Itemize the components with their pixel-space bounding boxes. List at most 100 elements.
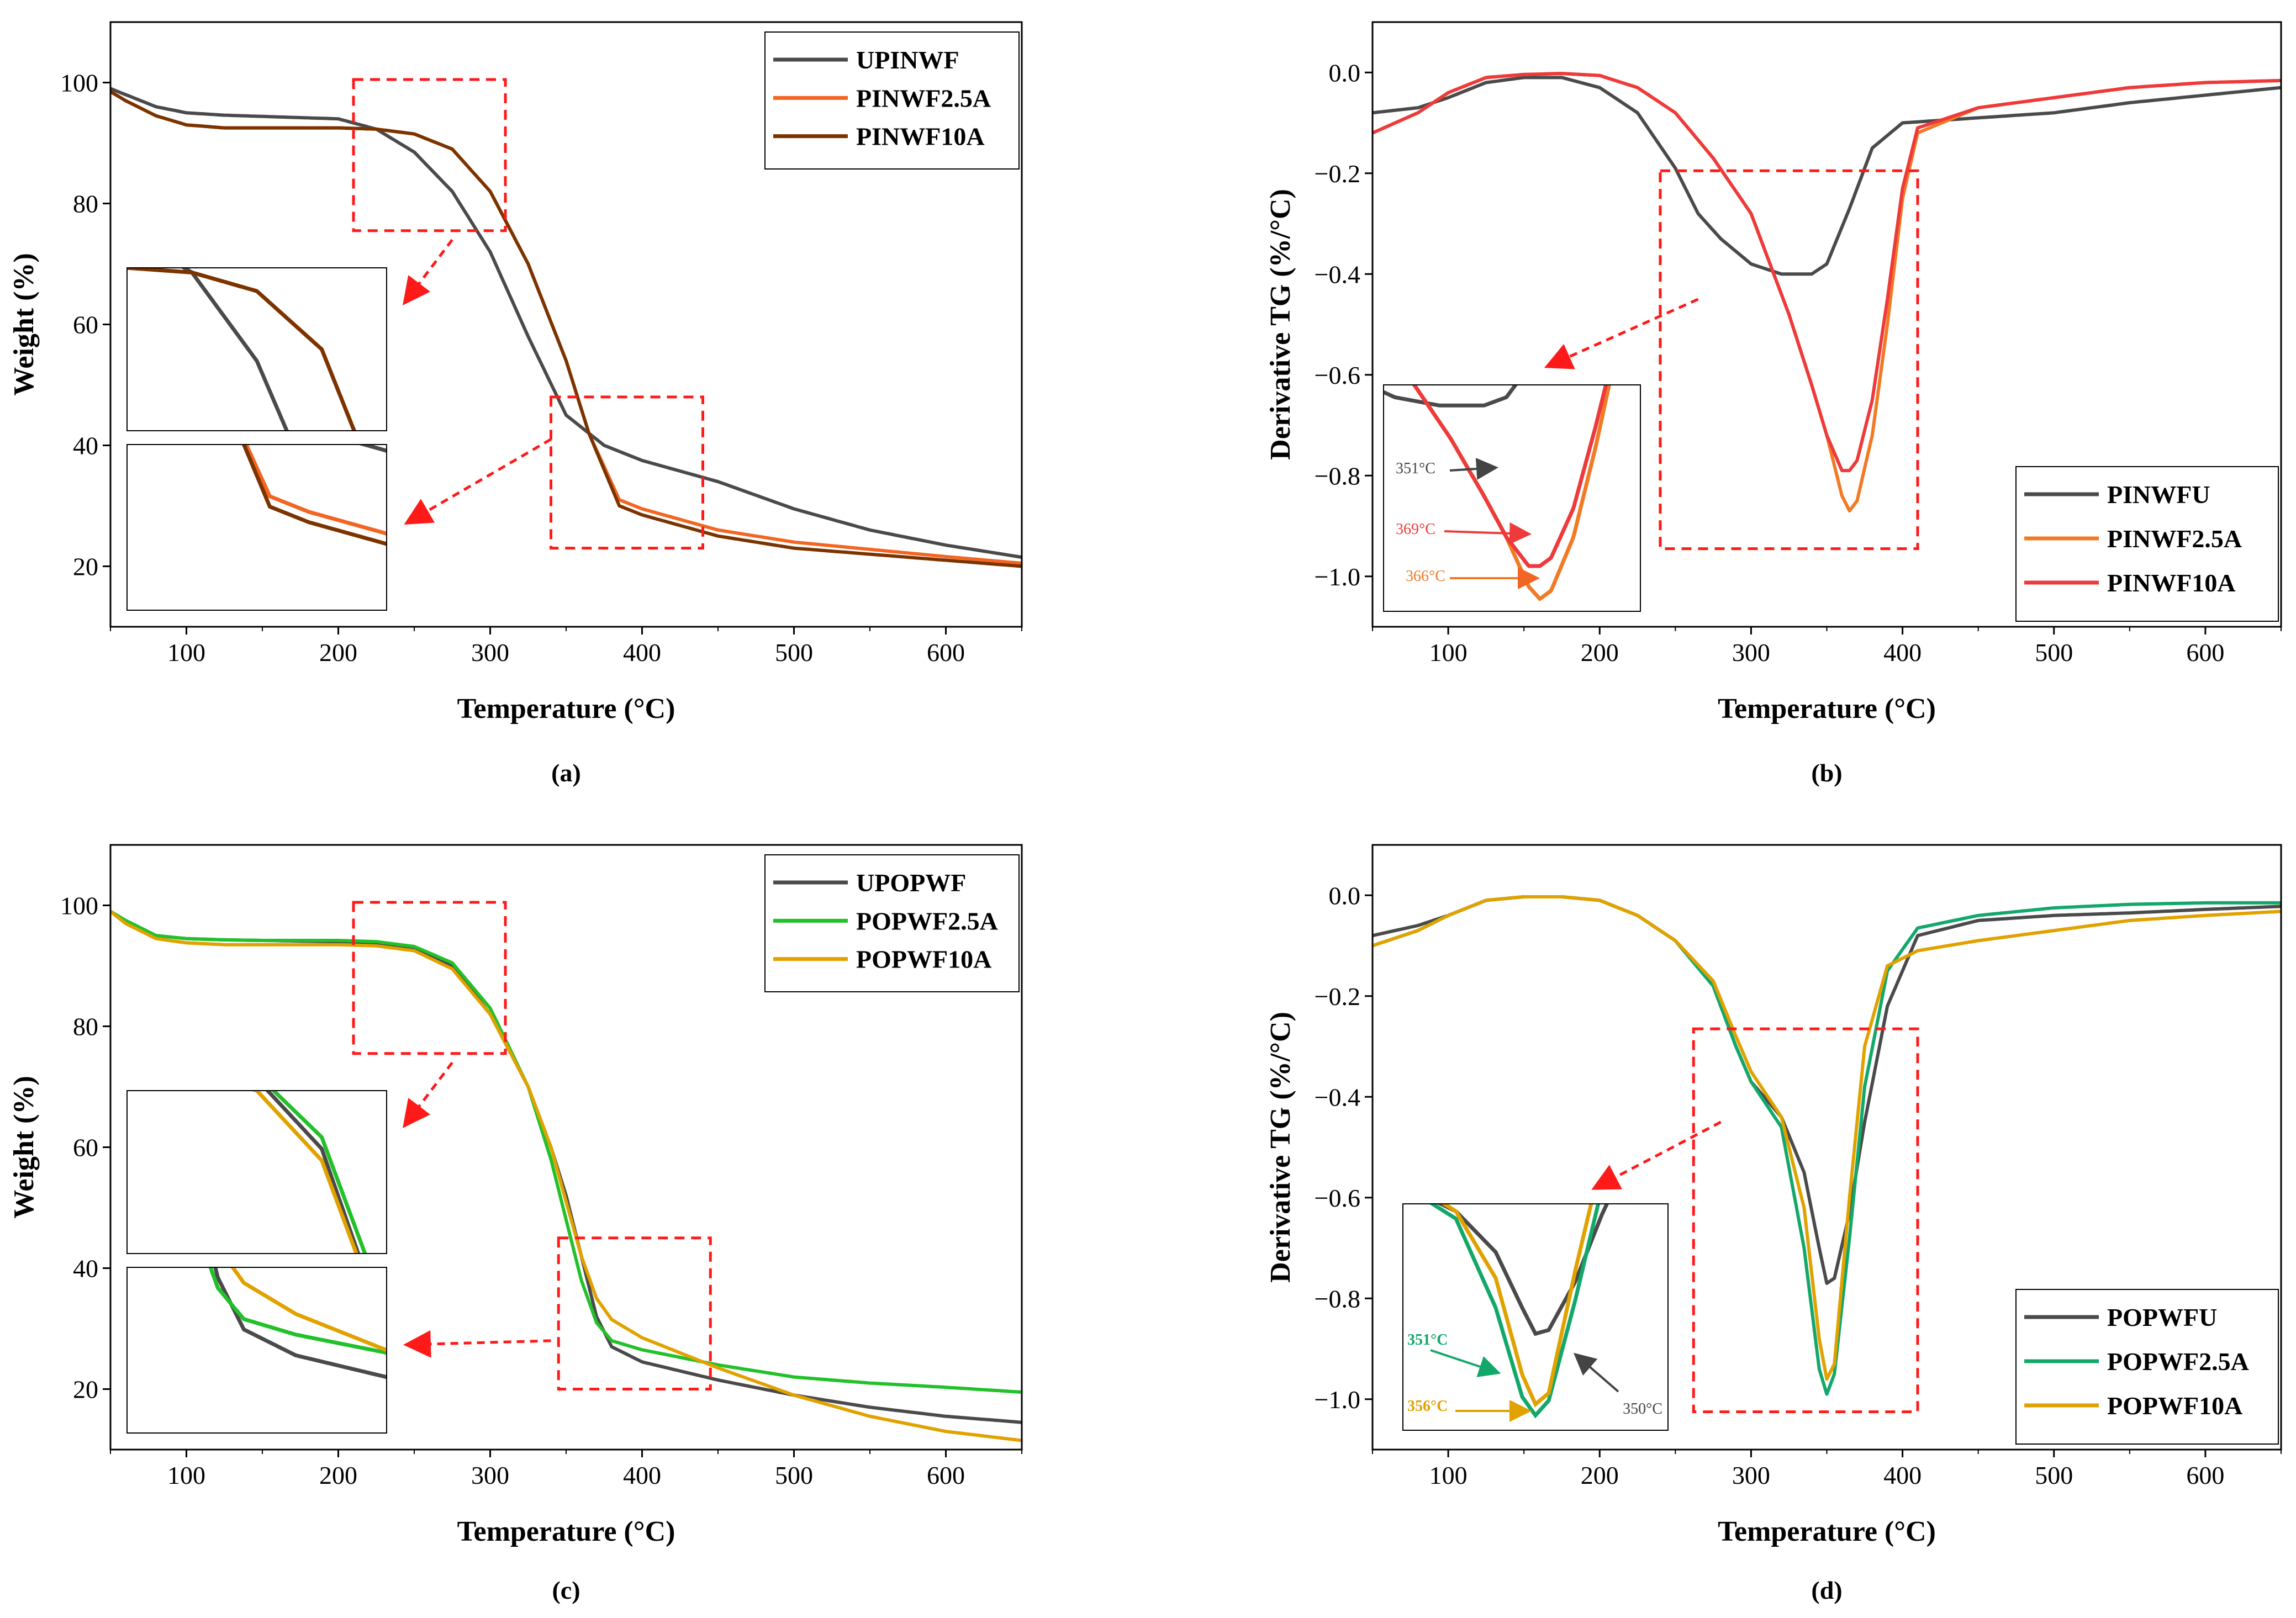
y-tick-label: −0.6 — [1315, 361, 1360, 389]
x-tick-label: 500 — [775, 1461, 813, 1489]
inset-series-group — [241, 445, 387, 546]
y-tick-label: 80 — [73, 190, 98, 218]
y-axis-title: Weight (%) — [8, 1076, 40, 1219]
series-line-POPWF2.5A — [110, 910, 1022, 1394]
inset-bg — [1403, 1204, 1668, 1430]
series-group — [110, 910, 1022, 1442]
inset-line-POPWF2.5A — [1428, 1204, 1601, 1419]
legend-label: POPWF10A — [2107, 1392, 2242, 1420]
inset-line-UPOPWF — [213, 1267, 387, 1379]
x-tick-label: 100 — [167, 638, 205, 667]
callout-arrow — [402, 1061, 453, 1128]
y-tick-label: −1.0 — [1315, 563, 1360, 591]
chart-panel-a: 100 200 300 400 500 600 20 40 60 80 100 Temperature… — [8, 21, 1023, 787]
inset-plot — [126, 1267, 387, 1434]
inset-frame — [126, 444, 387, 611]
callout-arrow — [403, 1330, 551, 1358]
peak-label: 366°C — [1406, 568, 1445, 585]
x-tick-label: 200 — [1581, 1461, 1619, 1489]
x-tick-label: 200 — [319, 638, 357, 667]
y-axis-title: Derivative TG (%/°C) — [1265, 1012, 1296, 1283]
x-axis-title: Temperature (°C) — [457, 1516, 675, 1547]
legend-label: PINWF10A — [856, 123, 985, 151]
y-tick-label: 100 — [60, 892, 98, 920]
y-tick-label: −0.4 — [1315, 260, 1360, 288]
peak-label: 351°C — [1407, 1331, 1448, 1349]
y-tick-label: −0.4 — [1315, 1083, 1360, 1111]
legend: PINWFU PINWF2.5A PINWF10A — [2015, 466, 2279, 622]
highlight-box — [1692, 1027, 1919, 1414]
series-line-PINWF10A — [110, 90, 1022, 568]
y-tick-label: 80 — [73, 1013, 98, 1041]
inset-line-POPWF10A — [1440, 1204, 1593, 1408]
inset-line-POPWF2.5A — [271, 1091, 367, 1254]
x-tick-label: 100 — [1429, 638, 1468, 667]
inset-line-UPOPWF — [265, 1091, 361, 1254]
legend-box — [764, 31, 1020, 170]
panel-label: (b) — [1811, 759, 1842, 787]
x-tick-label: 300 — [471, 638, 509, 667]
y-axis-title: Weight (%) — [8, 253, 40, 396]
x-tick-label: 600 — [2186, 638, 2224, 667]
legend-label: UPINWF — [856, 46, 959, 74]
panel-label: (a) — [551, 759, 581, 787]
y-tick-label: 20 — [73, 553, 98, 581]
inset-line-PINWF10A — [127, 268, 357, 431]
inset-plot — [126, 444, 387, 611]
peak-arrow — [1573, 1352, 1619, 1393]
peak-arrow — [1430, 1349, 1501, 1377]
inset-series-group — [1428, 1204, 1609, 1419]
inset-line-PINWF2.5A — [244, 445, 387, 536]
y-tick-label: 40 — [73, 1255, 98, 1283]
inset-frame — [126, 267, 387, 431]
inset-bg — [127, 1091, 387, 1254]
y-tick-label: −0.6 — [1315, 1184, 1360, 1212]
legend-label: PINWFU — [2107, 480, 2210, 509]
x-tick-label: 500 — [775, 638, 813, 667]
legend-box — [764, 854, 1020, 992]
y-tick-label: −1.0 — [1315, 1386, 1360, 1414]
inset-line-POPWF2.5A — [208, 1267, 387, 1355]
legend-label: PINWF2.5A — [856, 84, 991, 112]
legend-label: POPWF2.5A — [856, 907, 998, 935]
highlight-box — [1659, 169, 1919, 551]
inset-bg — [127, 1267, 387, 1433]
inset-line-UPINWF — [180, 268, 289, 431]
legend-label: PINWF2.5A — [2107, 525, 2242, 553]
x-tick-label: 200 — [319, 1461, 357, 1489]
x-tick-label: 600 — [2186, 1461, 2224, 1489]
x-tick-label: 100 — [1429, 1461, 1468, 1489]
x-axis-title: Temperature (°C) — [1718, 693, 1936, 725]
series-line-PINWFU — [1373, 76, 2281, 276]
y-tick-label: 100 — [60, 69, 98, 97]
inset-line-POPWF10A — [250, 1091, 358, 1254]
series-group — [1373, 72, 2281, 513]
highlight-box — [550, 395, 704, 550]
x-tick-label: 600 — [927, 1461, 965, 1489]
x-tick-label: 300 — [471, 1461, 509, 1489]
inset-plot: 351°C 356°C 350°C — [1402, 1203, 1669, 1431]
callout-arrow — [1591, 1120, 1722, 1190]
peak-label: 356°C — [1407, 1398, 1448, 1415]
y-tick-label: 60 — [73, 1134, 98, 1162]
y-tick-label: −0.2 — [1315, 160, 1360, 188]
x-tick-label: 500 — [2035, 1461, 2073, 1489]
series-line-UPINWF — [110, 87, 1022, 559]
x-tick-label: 600 — [927, 638, 965, 667]
series-line-POPWF10A — [110, 910, 1022, 1442]
legend-label: POPWF2.5A — [2107, 1347, 2249, 1376]
x-tick-label: 400 — [623, 1461, 661, 1489]
x-tick-label: 500 — [2035, 638, 2073, 667]
chart-panel-d: 100 200 300 400 500 600 0.0 −0.2 −0.4 −0.6 −0.8 −1.… — [1265, 844, 2282, 1604]
callout-arrow — [402, 239, 453, 305]
inset-line-PINWF10A — [241, 445, 387, 546]
highlight-box — [352, 78, 507, 232]
x-tick-label: 400 — [1883, 1461, 1922, 1489]
inset-line-POPWF10A — [230, 1267, 387, 1352]
legend: POPWFU POPWF2.5A POPWF10A — [2015, 1289, 2279, 1445]
inset-frame — [126, 1090, 387, 1254]
legend-label: POPWFU — [2107, 1303, 2217, 1331]
inset-plot: 351°C 369°C 366°C — [1383, 384, 1641, 612]
series-group — [110, 87, 1022, 568]
